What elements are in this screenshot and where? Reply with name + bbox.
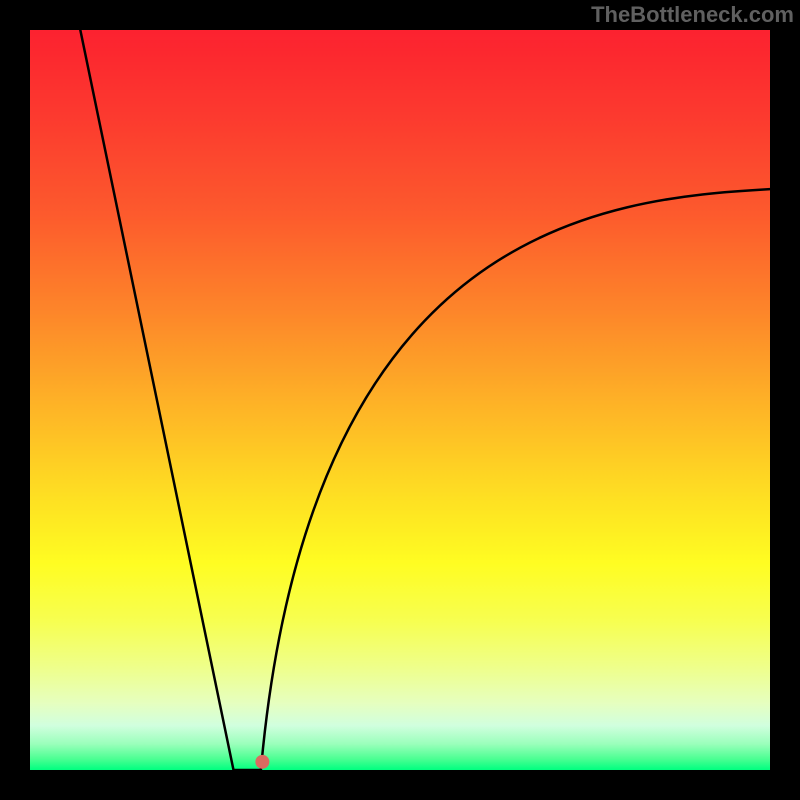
- watermark-text: TheBottleneck.com: [591, 2, 794, 28]
- plot-area: [30, 30, 770, 770]
- figure-container: TheBottleneck.com: [0, 0, 800, 800]
- valley-marker: [255, 755, 269, 769]
- bottleneck-curve: [80, 30, 770, 770]
- curve-overlay: [30, 30, 770, 770]
